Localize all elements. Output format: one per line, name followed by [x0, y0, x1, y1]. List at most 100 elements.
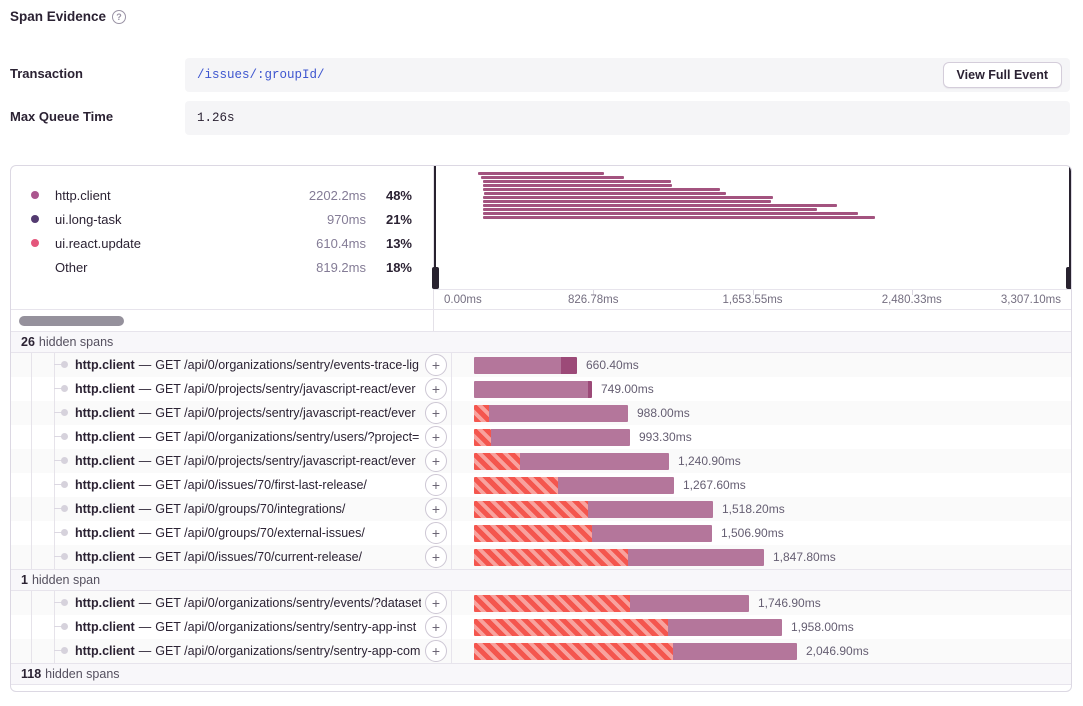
legend-row: Other 819.2ms 18%: [31, 255, 412, 279]
tree-guide-line: [54, 377, 55, 401]
tree-guide-line: [31, 353, 32, 377]
span-row-description-cell[interactable]: http.client — GET /api/0/organizations/sen…: [11, 353, 452, 377]
span-row-bar-cell[interactable]: 988.00ms: [452, 401, 1071, 425]
span-row-bar-cell[interactable]: 1,847.80ms: [452, 545, 1071, 569]
span-duration-bar: [474, 476, 674, 494]
span-row-bar-cell[interactable]: 749.00ms: [452, 377, 1071, 401]
span-row: http.client — GET /api/0/organizations/sen…: [11, 639, 1071, 663]
bar-main-segment: [491, 428, 630, 446]
span-duration-label: 1,506.90ms: [721, 526, 784, 540]
minimap-right-handle-line[interactable]: [1069, 166, 1071, 289]
legend-color-dot: [31, 191, 39, 199]
tree-node-dot: [61, 433, 68, 440]
hidden-spans-label: hidden span: [31, 573, 101, 587]
legend-op-name: Other: [55, 259, 88, 275]
span-row-bar-cell[interactable]: 1,518.20ms: [452, 497, 1071, 521]
expand-span-button[interactable]: +: [425, 378, 447, 400]
span-row-bar-cell[interactable]: 1,267.60ms: [452, 473, 1071, 497]
tree-node-dot: [61, 385, 68, 392]
expand-span-button[interactable]: +: [425, 616, 447, 638]
minimap-left-handle-grip[interactable]: [432, 267, 439, 289]
expand-span-button[interactable]: +: [425, 498, 447, 520]
view-full-event-button[interactable]: View Full Event: [942, 62, 1062, 88]
span-op-separator: —: [138, 478, 152, 492]
bar-affected-segment: [474, 618, 668, 636]
span-op: http.client: [75, 478, 135, 492]
transaction-label: Transaction: [10, 66, 83, 81]
span-op: http.client: [75, 502, 135, 516]
horizontal-scrollbar-thumb[interactable]: [19, 316, 124, 326]
bar-affected-segment: [474, 428, 491, 446]
tree-guide-line: [31, 425, 32, 449]
tree-guide-line: [31, 639, 32, 663]
transaction-link[interactable]: /issues/:groupId/: [197, 68, 325, 82]
span-duration-label: 1,958.00ms: [791, 620, 854, 634]
minimap-right-handle-grip[interactable]: [1066, 267, 1071, 289]
span-row-description-cell[interactable]: http.client — GET /api/0/projects/sentry/j…: [11, 377, 452, 401]
span-row-bar-cell[interactable]: 1,240.90ms: [452, 449, 1071, 473]
span-op: http.client: [75, 430, 135, 444]
tree-guide-line: [54, 497, 55, 521]
span-row-description-cell[interactable]: http.client — GET /api/0/organizations/sen…: [11, 591, 452, 615]
expand-span-button[interactable]: +: [425, 450, 447, 472]
tree-node-dot: [61, 647, 68, 654]
help-icon[interactable]: ?: [112, 9, 127, 24]
panel-top: http.client 2202.2ms 48% ui.long-task 970ms 2…: [11, 166, 1071, 309]
bar-affected-segment: [474, 524, 592, 542]
span-op-separator: —: [138, 358, 152, 372]
tree-guide-line: [54, 473, 55, 497]
tree-connector-line: [54, 388, 62, 389]
span-row-description-cell[interactable]: http.client — GET /api/0/organizations/sen…: [11, 639, 452, 663]
span-description: http.client — GET /api/0/projects/sentry/j…: [75, 377, 421, 401]
tree-node-dot: [61, 457, 68, 464]
span-op-separator: —: [138, 596, 152, 610]
span-row-bar-cell[interactable]: 1,506.90ms: [452, 521, 1071, 545]
span-duration-label: 1,847.80ms: [773, 550, 836, 564]
legend-color-dot: [31, 239, 39, 247]
span-description: http.client — GET /api/0/organizations/sen…: [75, 591, 421, 615]
hidden-spans-header[interactable]: 26 hidden spans: [11, 331, 1071, 353]
tree-connector-line: [54, 460, 62, 461]
legend-color-dot: [31, 215, 39, 223]
hidden-spans-header[interactable]: 118 hidden spans: [11, 663, 1071, 685]
span-row-description-cell[interactable]: http.client — GET /api/0/organizations/sen…: [11, 615, 452, 639]
expand-span-button[interactable]: +: [425, 546, 447, 568]
span-row-bar-cell[interactable]: 1,958.00ms: [452, 615, 1071, 639]
expand-span-button[interactable]: +: [425, 402, 447, 424]
span-duration-label: 2,046.90ms: [806, 644, 869, 658]
expand-span-button[interactable]: +: [425, 522, 447, 544]
hidden-spans-header[interactable]: 1 hidden span: [11, 569, 1071, 591]
span-row-bar-cell[interactable]: 1,746.90ms: [452, 591, 1071, 615]
scrollbar-track[interactable]: [11, 310, 434, 331]
span-duration-label: 988.00ms: [637, 406, 690, 420]
span-row-bar-cell[interactable]: 2,046.90ms: [452, 639, 1071, 663]
span-row-description-cell[interactable]: http.client — GET /api/0/groups/70/externa…: [11, 521, 452, 545]
span-duration-bar: [474, 548, 764, 566]
trace-minimap[interactable]: [432, 166, 1071, 289]
span-row-bar-cell[interactable]: 660.40ms: [452, 353, 1071, 377]
span-row-description-cell[interactable]: http.client — GET /api/0/issues/70/current…: [11, 545, 452, 569]
span-url: GET /api/0/projects/sentry/javascript-re…: [155, 382, 416, 396]
minimap-column: 0.00ms 826.78ms 1,653.55ms 2,480.33ms 3,307.…: [432, 166, 1071, 309]
tree-guide-line: [54, 615, 55, 639]
span-row: http.client — GET /api/0/organizations/sen…: [11, 615, 1071, 639]
span-duration-label: 1,518.20ms: [722, 502, 785, 516]
bar-affected-segment: [474, 500, 588, 518]
span-op-separator: —: [138, 644, 152, 658]
span-op: http.client: [75, 644, 135, 658]
expand-span-button[interactable]: +: [425, 592, 447, 614]
expand-span-button[interactable]: +: [425, 354, 447, 376]
minimap-left-handle-line[interactable]: [434, 166, 436, 289]
tree-guide-line: [31, 449, 32, 473]
span-row-description-cell[interactable]: http.client — GET /api/0/organizations/sen…: [11, 425, 452, 449]
span-row-description-cell[interactable]: http.client — GET /api/0/projects/sentry/j…: [11, 449, 452, 473]
span-row-description-cell[interactable]: http.client — GET /api/0/issues/70/first-l…: [11, 473, 452, 497]
expand-span-button[interactable]: +: [425, 640, 447, 662]
span-row-description-cell[interactable]: http.client — GET /api/0/projects/sentry/j…: [11, 401, 452, 425]
expand-span-button[interactable]: +: [425, 426, 447, 448]
tree-guide-line: [54, 521, 55, 545]
span-row-bar-cell[interactable]: 993.30ms: [452, 425, 1071, 449]
span-row-description-cell[interactable]: http.client — GET /api/0/groups/70/integra…: [11, 497, 452, 521]
expand-span-button[interactable]: +: [425, 474, 447, 496]
span-row: http.client — GET /api/0/issues/70/current…: [11, 545, 1071, 569]
